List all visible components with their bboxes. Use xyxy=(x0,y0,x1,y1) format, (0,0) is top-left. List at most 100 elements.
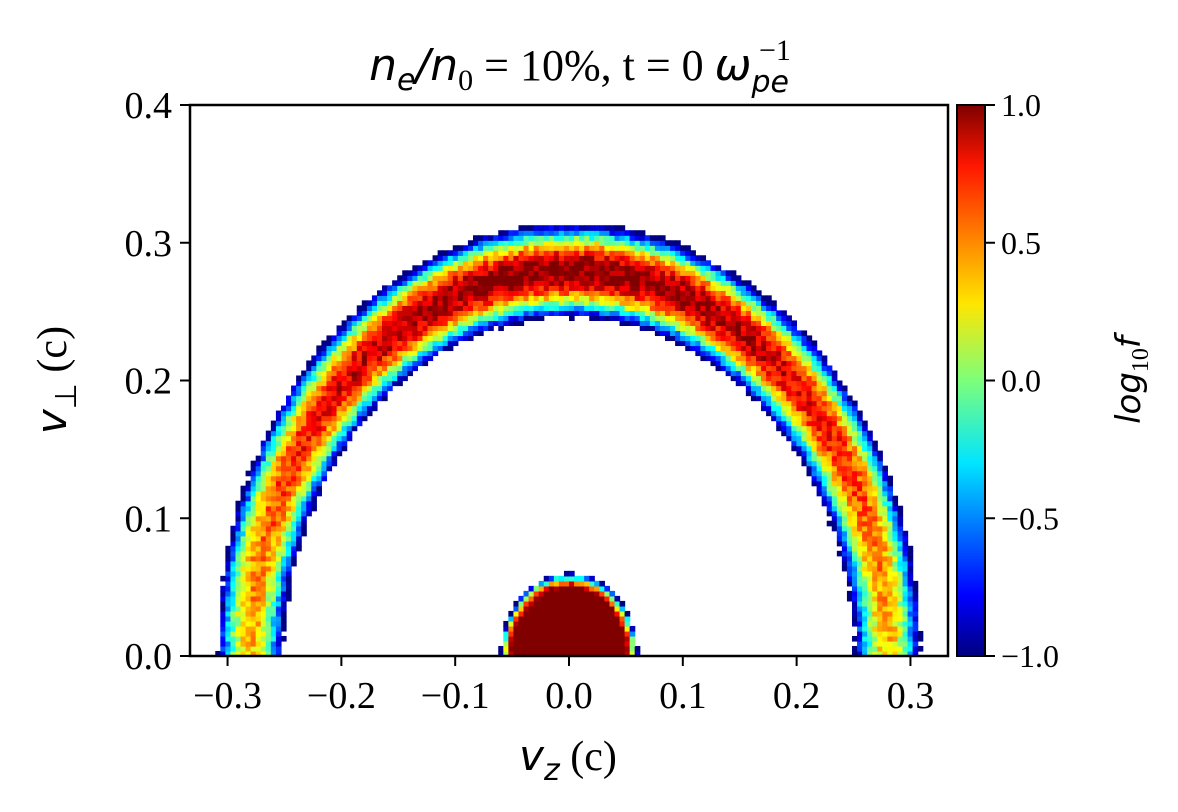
heatmap-cell xyxy=(902,595,909,602)
heatmap-cell xyxy=(670,335,676,342)
heatmap-cell xyxy=(518,315,525,321)
heatmap-cell xyxy=(619,285,626,291)
heatmap-cell xyxy=(508,320,515,326)
heatmap-cell xyxy=(361,385,368,392)
heatmap-cell xyxy=(761,345,767,352)
heatmap-cell xyxy=(548,620,555,627)
heatmap-cell xyxy=(558,235,565,241)
heatmap-cell xyxy=(417,265,424,271)
heatmap-cell xyxy=(402,310,408,316)
heatmap-cell xyxy=(523,635,530,642)
heatmap-cell xyxy=(538,640,545,647)
heatmap-cell xyxy=(776,325,782,332)
heatmap-cell xyxy=(892,600,899,607)
heatmap-cell xyxy=(831,460,838,467)
heatmap-cell xyxy=(432,320,439,326)
heatmap-cell xyxy=(280,525,287,532)
heatmap-cell xyxy=(902,645,909,652)
heatmap-cell xyxy=(402,275,408,281)
heatmap-cell xyxy=(336,335,343,342)
heatmap-cell xyxy=(776,345,782,352)
heatmap-cell xyxy=(280,495,287,502)
heatmap-cell xyxy=(417,335,424,342)
heatmap-cell xyxy=(270,435,277,442)
heatmap-cell xyxy=(437,305,444,311)
heatmap-cell xyxy=(811,365,818,372)
heatmap-cell xyxy=(659,255,666,261)
heatmap-cell xyxy=(432,325,439,332)
heatmap-cell xyxy=(260,450,267,457)
heatmap-cell xyxy=(730,285,737,291)
heatmap-cell xyxy=(250,565,257,572)
heatmap-cell xyxy=(831,395,838,402)
heatmap-cell xyxy=(301,500,307,507)
heatmap-cell xyxy=(872,455,878,462)
heatmap-cell xyxy=(680,325,686,332)
heatmap-cell xyxy=(665,255,671,261)
heatmap-cell xyxy=(745,350,752,357)
heatmap-cell xyxy=(240,495,247,502)
heatmap-cell xyxy=(776,330,782,337)
heatmap-cell xyxy=(422,340,429,347)
heatmap-cell xyxy=(574,300,580,306)
heatmap-cell xyxy=(503,250,509,256)
heatmap-cell xyxy=(750,370,757,377)
heatmap-cell xyxy=(412,305,418,311)
heatmap-cell xyxy=(361,315,368,321)
heatmap-cell xyxy=(806,365,813,372)
heatmap-cell xyxy=(220,575,226,582)
heatmap-cell xyxy=(887,515,894,522)
heatmap-cell xyxy=(275,475,282,482)
heatmap-cell xyxy=(503,255,509,261)
heatmap-cell xyxy=(255,490,262,497)
heatmap-cell xyxy=(685,260,691,266)
heatmap-cell xyxy=(235,610,242,617)
heatmap-cell xyxy=(493,310,499,316)
heatmap-cell xyxy=(346,435,353,442)
heatmap-cell xyxy=(675,250,681,256)
heatmap-cell xyxy=(220,640,226,647)
heatmap-cell xyxy=(831,380,838,387)
heatmap-cell xyxy=(821,445,828,452)
heatmap-cell xyxy=(366,370,373,377)
heatmap-cell xyxy=(902,580,909,587)
heatmap-cell xyxy=(498,280,504,286)
heatmap-cell xyxy=(245,605,252,612)
heatmap-cell xyxy=(311,445,317,452)
heatmap-cell xyxy=(361,410,368,417)
heatmap-cell xyxy=(851,555,858,562)
heatmap-cell xyxy=(609,635,616,642)
heatmap-cell xyxy=(634,265,641,271)
heatmap-cell xyxy=(811,355,818,362)
heatmap-cell xyxy=(639,315,646,321)
heatmap-cell xyxy=(851,430,858,437)
heatmap-cell xyxy=(336,405,343,412)
heatmap-cell xyxy=(867,455,873,462)
heatmap-cell xyxy=(291,395,297,402)
heatmap-cell xyxy=(220,605,226,612)
heatmap-cell xyxy=(311,380,317,387)
heatmap-cell xyxy=(432,275,439,281)
heatmap-cell xyxy=(846,425,853,432)
heatmap-cell xyxy=(538,245,545,251)
heatmap-cell xyxy=(478,275,484,281)
heatmap-cell xyxy=(321,415,328,422)
heatmap-cell xyxy=(447,285,454,291)
heatmap-cell xyxy=(240,570,247,577)
heatmap-cell xyxy=(346,335,353,342)
heatmap-cell xyxy=(296,530,302,537)
heatmap-cell xyxy=(887,535,894,542)
heatmap-cell xyxy=(508,265,515,271)
heatmap-cell xyxy=(336,420,343,427)
heatmap-cell xyxy=(826,470,833,477)
heatmap-cell xyxy=(589,300,595,306)
heatmap-cell xyxy=(862,515,868,522)
heatmap-cell xyxy=(705,275,712,281)
heatmap-cell xyxy=(321,410,328,417)
heatmap-cell xyxy=(811,395,818,402)
heatmap-cell xyxy=(437,280,444,286)
heatmap-cell xyxy=(750,310,757,316)
heatmap-cell xyxy=(912,605,919,612)
heatmap-cell xyxy=(665,330,671,337)
heatmap-cell xyxy=(341,365,348,372)
